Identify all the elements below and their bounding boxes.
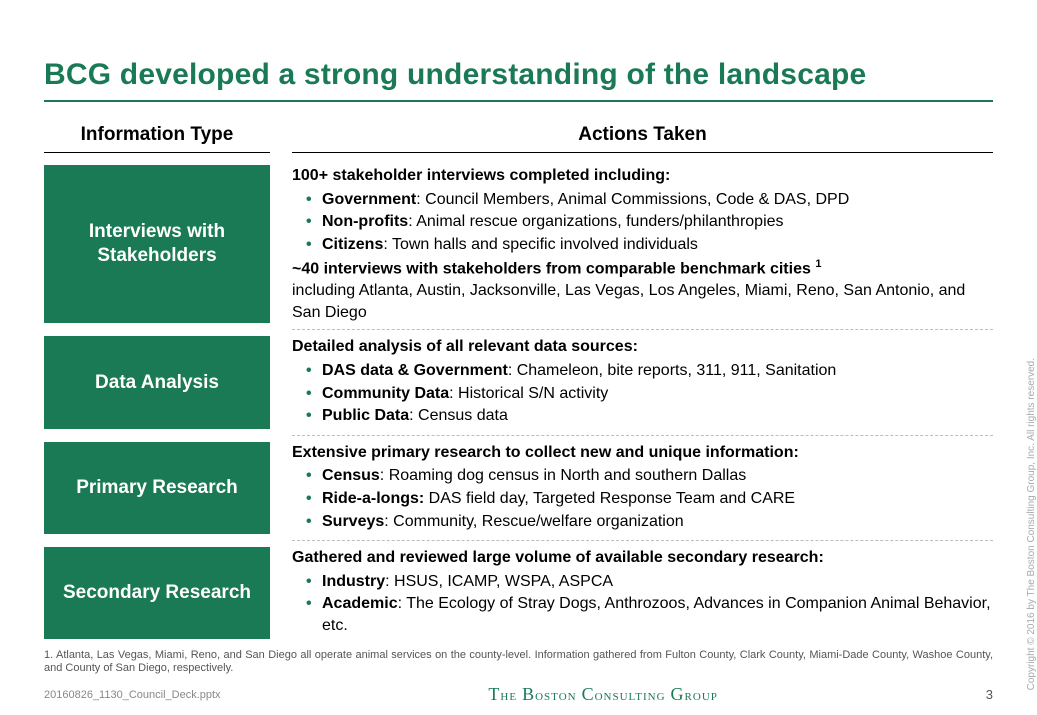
lead-text: Detailed analysis of all relevant data s… xyxy=(292,336,993,358)
info-type-tile: Primary Research xyxy=(44,442,270,534)
info-type-tile: Data Analysis xyxy=(44,336,270,428)
lead-text: Extensive primary research to collect ne… xyxy=(292,442,993,464)
table-row: Primary Research Extensive primary resear… xyxy=(44,442,993,534)
list-item: Citizens: Town halls and specific involv… xyxy=(306,234,993,256)
brand-logo: The Boston Consulting Group xyxy=(488,684,717,705)
table-row: Data Analysis Detailed analysis of all re… xyxy=(44,336,993,428)
bullet-list: Census: Roaming dog census in North and … xyxy=(306,465,993,532)
table-row: Interviews with Stakeholders 100+ stakeho… xyxy=(44,165,993,323)
info-type-tile: Secondary Research xyxy=(44,547,270,638)
col-header-left: Information Type xyxy=(44,124,270,146)
sub-lead: ~40 interviews with stakeholders from co… xyxy=(292,257,993,280)
actions-content: Detailed analysis of all relevant data s… xyxy=(270,336,993,428)
info-type-tile: Interviews with Stakeholders xyxy=(44,165,270,323)
page-number: 3 xyxy=(986,687,993,702)
actions-content: Extensive primary research to collect ne… xyxy=(270,442,993,534)
actions-content: 100+ stakeholder interviews completed in… xyxy=(270,165,993,323)
lead-text: 100+ stakeholder interviews completed in… xyxy=(292,165,993,187)
column-headers: Information Type Actions Taken xyxy=(44,124,993,146)
bottom-bar: 20160826_1130_Council_Deck.pptx The Bost… xyxy=(44,684,993,705)
title-rule xyxy=(44,100,993,102)
list-item: Non-profits: Animal rescue organizations… xyxy=(306,211,993,233)
list-item: Census: Roaming dog census in North and … xyxy=(306,465,993,487)
list-item: Industry: HSUS, ICAMP, WSPA, ASPCA xyxy=(306,571,993,593)
actions-content: Gathered and reviewed large volume of av… xyxy=(270,547,993,638)
copyright-text: Copyright © 2016 by The Boston Consultin… xyxy=(1026,358,1037,690)
footnote: 1. Atlanta, Las Vegas, Miami, Reno, and … xyxy=(44,649,993,677)
column-rules xyxy=(44,152,993,153)
table-row: Secondary Research Gathered and reviewed … xyxy=(44,547,993,638)
bullet-list: Industry: HSUS, ICAMP, WSPA, ASPCAAcadem… xyxy=(306,571,993,637)
bullet-list: DAS data & Government: Chameleon, bite r… xyxy=(306,360,993,427)
slide-title: BCG developed a strong understanding of … xyxy=(44,58,993,92)
list-item: Surveys: Community, Rescue/welfare organ… xyxy=(306,511,993,533)
list-item: Public Data: Census data xyxy=(306,405,993,427)
filename: 20160826_1130_Council_Deck.pptx xyxy=(44,689,221,701)
list-item: Government: Council Members, Animal Comm… xyxy=(306,189,993,211)
lead-text: Gathered and reviewed large volume of av… xyxy=(292,547,993,569)
rows-container: Interviews with Stakeholders 100+ stakeho… xyxy=(44,165,993,639)
list-item: Community Data: Historical S/N activity xyxy=(306,383,993,405)
row-divider xyxy=(292,435,993,436)
list-item: Academic: The Ecology of Stray Dogs, Ant… xyxy=(306,593,993,636)
list-item: Ride-a-longs: DAS field day, Targeted Re… xyxy=(306,488,993,510)
bullet-list: Government: Council Members, Animal Comm… xyxy=(306,189,993,256)
row-divider xyxy=(292,329,993,330)
col-header-right: Actions Taken xyxy=(270,124,993,146)
list-item: DAS data & Government: Chameleon, bite r… xyxy=(306,360,993,382)
sub-text: including Atlanta, Austin, Jacksonville,… xyxy=(292,280,993,323)
row-divider xyxy=(292,540,993,541)
